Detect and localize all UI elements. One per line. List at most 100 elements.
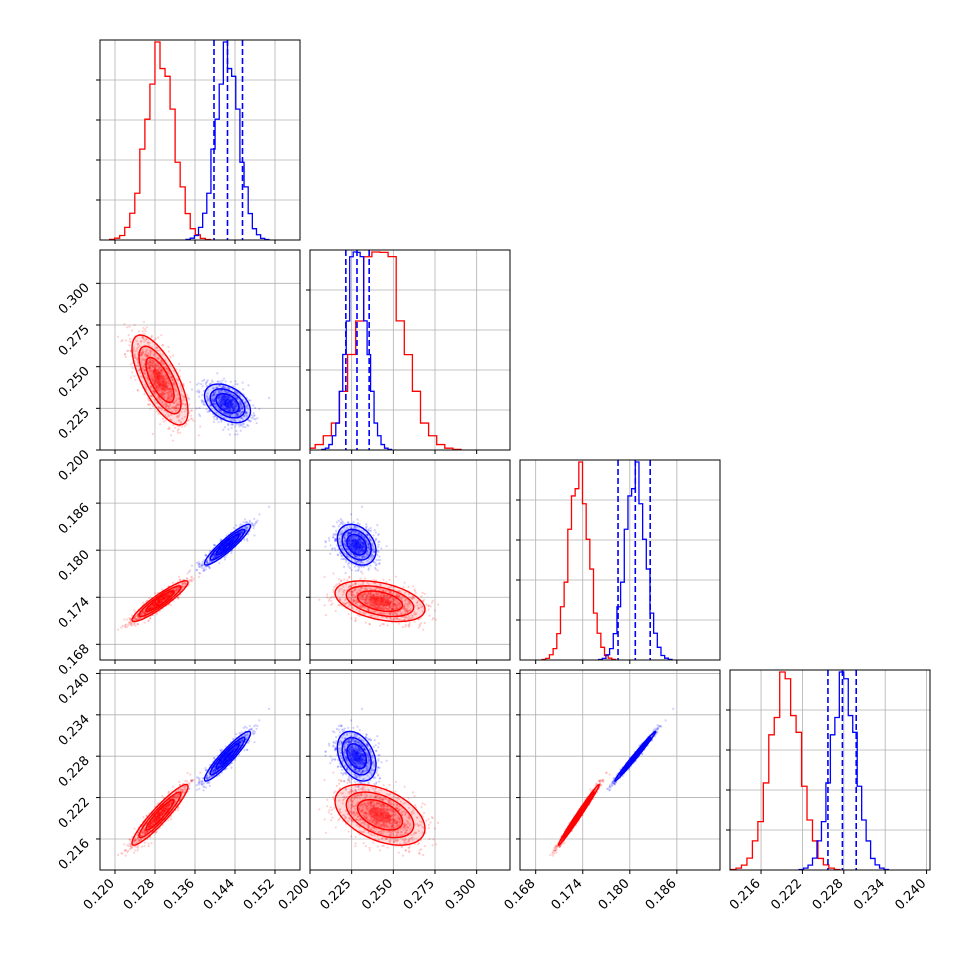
sample-point-0-268 bbox=[133, 615, 136, 619]
sample-point-1-33 bbox=[245, 405, 248, 408]
sample-point-0-161 bbox=[158, 371, 161, 375]
sample-point-0-575 bbox=[143, 372, 146, 375]
sample-point-1-807 bbox=[240, 403, 243, 406]
sample-point-1-297 bbox=[220, 548, 223, 552]
sample-point-1-302 bbox=[229, 414, 232, 418]
sample-point-0-191 bbox=[171, 439, 174, 442]
sample-point-0-212 bbox=[159, 598, 162, 601]
sample-point-1-269 bbox=[219, 409, 223, 413]
sample-point-1-52 bbox=[232, 404, 235, 408]
sample-point-0-549 bbox=[153, 369, 156, 372]
sample-point-1-633 bbox=[218, 390, 221, 394]
sample-point-1-447 bbox=[231, 399, 234, 402]
sample-point-1-701 bbox=[205, 381, 208, 384]
sample-point-1-330 bbox=[227, 406, 231, 409]
sample-point-0-350 bbox=[153, 379, 156, 382]
sample-point-1-764 bbox=[215, 411, 218, 415]
panel-2-1 bbox=[306, 459, 511, 664]
sample-point-0-654 bbox=[154, 379, 157, 383]
sample-point-0-849 bbox=[151, 362, 154, 365]
sample-point-0-819 bbox=[163, 596, 166, 599]
sample-point-0-549 bbox=[153, 602, 156, 605]
sample-point-1-33 bbox=[245, 520, 248, 523]
sample-point-1-328 bbox=[226, 404, 229, 407]
sample-point-0-104 bbox=[168, 383, 172, 386]
sample-point-1-124 bbox=[234, 401, 237, 404]
y-tick-label-1-1: 0.225 bbox=[56, 406, 93, 443]
sample-point-0-601 bbox=[166, 388, 169, 391]
sample-point-0-614 bbox=[159, 365, 162, 369]
sample-point-0-477 bbox=[133, 375, 136, 378]
sample-point-0-850 bbox=[136, 364, 139, 367]
sample-point-0-436 bbox=[129, 621, 132, 624]
sample-point-1-333 bbox=[230, 400, 233, 403]
sample-point-1-148 bbox=[241, 531, 244, 534]
sample-point-0-35 bbox=[140, 613, 143, 616]
sample-point-0-26 bbox=[153, 604, 156, 608]
sample-point-1-299 bbox=[238, 532, 241, 535]
sample-point-0-126 bbox=[175, 415, 178, 418]
sample-point-1-773 bbox=[241, 407, 244, 410]
sample-point-0-756 bbox=[181, 417, 184, 420]
sample-point-1-89 bbox=[253, 517, 256, 521]
sample-point-1-123 bbox=[224, 546, 227, 549]
sample-point-0-314 bbox=[136, 343, 140, 346]
sample-point-1-246 bbox=[241, 381, 244, 384]
sample-point-0-607 bbox=[155, 370, 158, 373]
sample-point-0-205 bbox=[153, 391, 156, 394]
panel-content-1-1 bbox=[310, 250, 462, 450]
sample-point-1-257 bbox=[268, 505, 271, 508]
sample-point-1-48 bbox=[212, 420, 215, 424]
sample-point-1-41 bbox=[207, 397, 210, 400]
sample-point-1-779 bbox=[225, 408, 228, 411]
sample-point-0-47 bbox=[184, 403, 187, 406]
sample-point-1-520 bbox=[232, 409, 235, 413]
sample-point-0-628 bbox=[155, 386, 158, 389]
sample-point-0-397 bbox=[160, 360, 163, 363]
sample-point-0-780 bbox=[153, 603, 156, 606]
sample-point-0-553 bbox=[143, 609, 146, 612]
sample-point-1-437 bbox=[218, 399, 222, 402]
sample-point-0-646 bbox=[137, 346, 140, 349]
sample-point-1-151 bbox=[225, 396, 228, 399]
sample-point-0-455 bbox=[164, 374, 167, 377]
sample-point-0-605 bbox=[160, 596, 163, 599]
sample-point-1-394 bbox=[249, 399, 252, 402]
sample-point-0-237 bbox=[152, 376, 155, 379]
sample-point-0-746 bbox=[167, 345, 170, 349]
sample-point-0-665 bbox=[184, 582, 187, 585]
sample-point-0-87 bbox=[163, 387, 166, 390]
sample-point-1-262 bbox=[229, 540, 232, 543]
sample-point-1-36 bbox=[238, 532, 241, 535]
sample-point-1-572 bbox=[239, 417, 242, 420]
sample-point-0-252 bbox=[159, 383, 163, 386]
sample-point-0-171 bbox=[158, 601, 161, 604]
sample-point-0-624 bbox=[150, 359, 153, 362]
sample-point-1-143 bbox=[350, 513, 353, 516]
sample-point-0-737 bbox=[124, 339, 128, 342]
sample-point-1-48 bbox=[212, 553, 215, 557]
sample-point-1-540 bbox=[221, 394, 225, 397]
sample-point-0-895 bbox=[175, 588, 178, 591]
sample-point-1-81 bbox=[225, 404, 228, 408]
sample-point-1-207 bbox=[239, 531, 243, 534]
sample-point-1-562 bbox=[234, 406, 237, 409]
sample-point-0-683 bbox=[167, 413, 170, 416]
sample-point-1-666 bbox=[236, 383, 239, 386]
sample-point-1-331 bbox=[190, 564, 194, 567]
sample-point-0-872 bbox=[163, 595, 166, 598]
sample-point-1-212 bbox=[213, 397, 216, 400]
sample-point-0-799 bbox=[166, 594, 169, 597]
sample-point-0-894 bbox=[160, 334, 163, 337]
sample-point-0-685 bbox=[161, 344, 164, 347]
sample-point-1-652 bbox=[244, 401, 247, 405]
sample-point-0-366 bbox=[153, 604, 156, 607]
sample-point-1-620 bbox=[232, 402, 235, 405]
sample-point-0-5 bbox=[154, 603, 158, 606]
sample-point-1-849 bbox=[226, 401, 229, 405]
sample-point-1-302 bbox=[229, 541, 232, 544]
sample-point-1-287 bbox=[222, 548, 225, 551]
sample-point-1-336 bbox=[229, 399, 233, 402]
sample-point-0-487 bbox=[142, 338, 146, 341]
